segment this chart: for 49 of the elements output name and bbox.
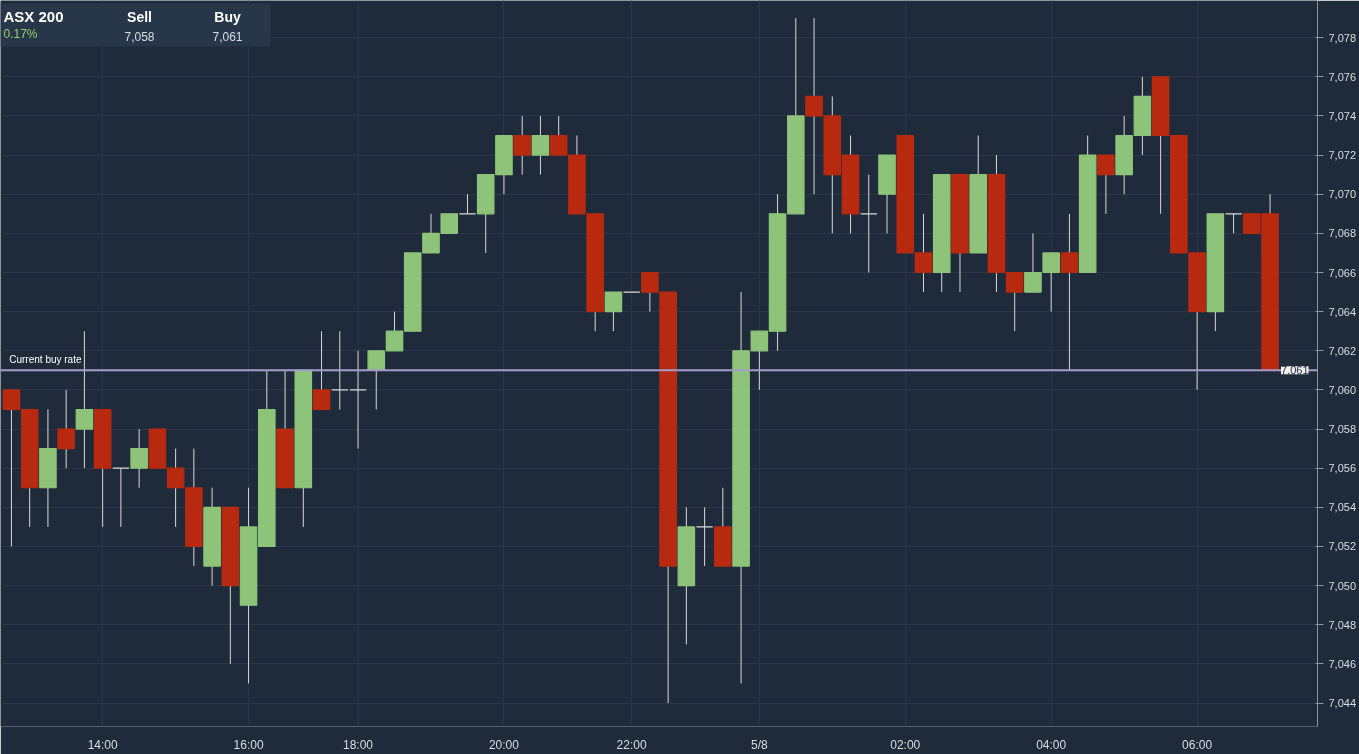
y-tick-label: 7,068 (1328, 227, 1357, 240)
ref-line-label: Current buy rate (9, 354, 82, 366)
x-tick-label: 02:00 (890, 737, 921, 752)
x-tick-label: 04:00 (1036, 737, 1067, 752)
y-tick-label: 7,050 (1328, 579, 1357, 592)
y-tick-label: 7,066 (1328, 266, 1357, 279)
y-tick-label: 7,056 (1328, 462, 1357, 475)
x-tick-label: 22:00 (616, 737, 647, 752)
y-tick-label: 7,060 (1328, 383, 1357, 396)
candlestick (458, 193, 477, 215)
annotation: 7,061 (1281, 364, 1309, 377)
y-tick-label: 7,062 (1328, 344, 1357, 357)
candlestick (695, 506, 714, 567)
annotation: 7,061 (212, 29, 243, 44)
candlestick (349, 350, 367, 450)
candlestick (531, 115, 550, 176)
y-tick-label: 7,064 (1328, 305, 1357, 318)
y-tick-label: 7,078 (1328, 31, 1357, 44)
x-tick-label: 20:00 (488, 737, 520, 752)
candlestick (1060, 213, 1079, 371)
text: ASX 200 (3, 7, 64, 25)
y-tick-label: 7,054 (1328, 501, 1357, 514)
candlestick (513, 115, 531, 176)
y-tick-label: 7,044 (1328, 697, 1357, 710)
candlestick (1097, 154, 1115, 215)
text: 0.17% (3, 26, 38, 41)
candlestick (112, 467, 130, 528)
candlestick (330, 330, 349, 410)
y-tick-label: 7,070 (1328, 188, 1357, 201)
y-tick-label: 7,074 (1328, 109, 1357, 122)
x-tick-label: 5/8 (750, 737, 768, 752)
y-tick-label: 7,046 (1328, 657, 1357, 670)
y-tick-label: 7,052 (1328, 540, 1357, 553)
candlestick (130, 428, 148, 489)
y-tick-label: 7,048 (1328, 618, 1357, 631)
candlestick (1224, 213, 1243, 234)
candlestick (859, 174, 878, 274)
annotation: 7,058 (124, 29, 155, 44)
annotation: Buy (214, 8, 241, 25)
x-tick-label: 14:00 (87, 737, 118, 752)
annotation: Sell (127, 8, 152, 25)
x-tick-label: 16:00 (233, 737, 264, 752)
x-tick-label: 06:00 (1182, 737, 1213, 752)
y-tick-label: 7,072 (1328, 149, 1357, 162)
x-tick-label: 18:00 (343, 737, 374, 752)
y-tick-label: 7,076 (1328, 70, 1357, 83)
y-tick-label: 7,058 (1328, 423, 1357, 436)
candlestick (312, 330, 331, 411)
candlestick (57, 389, 75, 469)
